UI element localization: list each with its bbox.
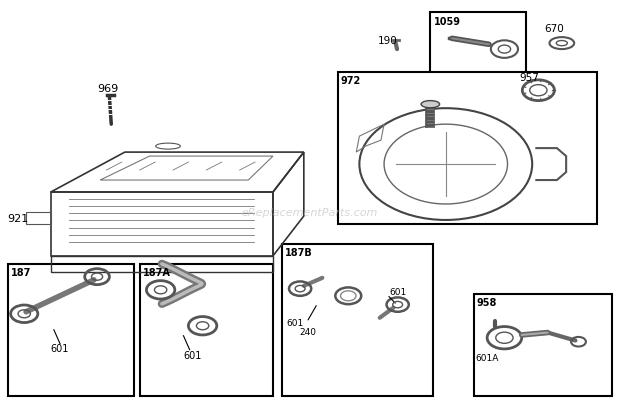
Text: 670: 670 [544, 24, 564, 34]
Text: 1059: 1059 [433, 16, 461, 26]
FancyBboxPatch shape [338, 73, 597, 225]
Text: 601: 601 [51, 343, 69, 353]
Text: 969: 969 [97, 84, 118, 94]
Text: eReplacementParts.com: eReplacementParts.com [242, 207, 378, 217]
FancyBboxPatch shape [7, 264, 134, 396]
Text: 601A: 601A [476, 353, 499, 362]
Text: 601: 601 [184, 350, 202, 360]
Text: 240: 240 [299, 328, 316, 336]
Text: 187A: 187A [143, 267, 171, 277]
Text: 190: 190 [378, 36, 397, 46]
Text: 601: 601 [286, 319, 304, 328]
Text: 957: 957 [520, 73, 540, 83]
Text: 601: 601 [389, 287, 406, 296]
FancyBboxPatch shape [282, 244, 433, 396]
Ellipse shape [421, 101, 440, 109]
Text: 187: 187 [11, 267, 31, 277]
Text: 187B: 187B [285, 247, 313, 257]
Text: 958: 958 [477, 297, 497, 307]
FancyBboxPatch shape [474, 294, 613, 396]
Text: 972: 972 [341, 76, 361, 86]
FancyBboxPatch shape [430, 13, 526, 75]
Text: 921: 921 [7, 213, 29, 223]
FancyBboxPatch shape [140, 264, 273, 396]
